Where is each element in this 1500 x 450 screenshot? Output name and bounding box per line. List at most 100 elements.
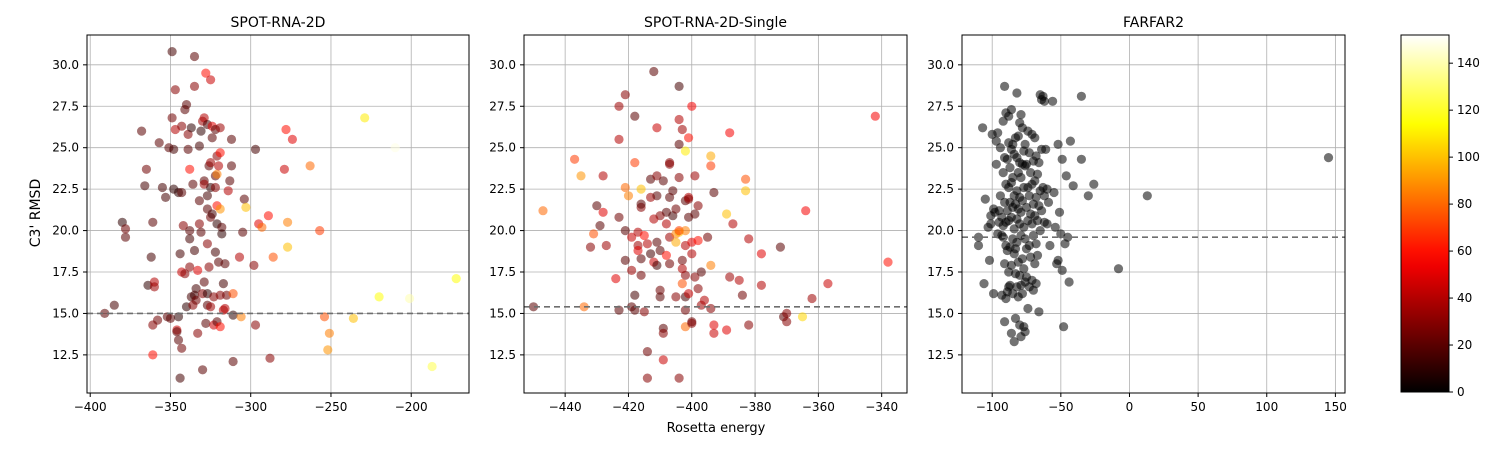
y-tick-label: 12.5 bbox=[489, 348, 516, 362]
scatter-point bbox=[186, 123, 196, 133]
scatter-point bbox=[226, 134, 237, 144]
x-tick-label: −380 bbox=[739, 400, 772, 414]
scatter-point bbox=[1039, 96, 1049, 106]
scatter-point bbox=[194, 196, 204, 206]
panel-1: −400 −350 −300 −250 −200 12.5 15.0 17.5 20.0 22.5… bbox=[52, 15, 470, 414]
scatter-point bbox=[807, 293, 817, 304]
colorbar-tick-label: 20 bbox=[1457, 338, 1472, 352]
scatter-point bbox=[1017, 196, 1027, 206]
scatter-point bbox=[693, 284, 703, 294]
scatter-point bbox=[696, 267, 706, 277]
scatter-point bbox=[1010, 313, 1021, 323]
scatter-point bbox=[196, 227, 206, 237]
scatter-point bbox=[706, 260, 716, 270]
scatter-point bbox=[234, 252, 245, 262]
scatter-point bbox=[636, 199, 646, 209]
scatter-point bbox=[1002, 154, 1012, 164]
colorbar-tick-label: 120 bbox=[1457, 103, 1480, 117]
scatter-point bbox=[1031, 239, 1041, 249]
scatter-point bbox=[538, 206, 548, 216]
scatter-point bbox=[883, 257, 893, 267]
scatter-point bbox=[570, 154, 580, 164]
scatter-point bbox=[148, 350, 158, 360]
x-tick-label: −350 bbox=[154, 400, 187, 414]
scatter-point bbox=[250, 144, 261, 154]
axes-frame bbox=[523, 34, 908, 394]
scatter-points bbox=[528, 66, 893, 383]
scatter-point bbox=[210, 182, 220, 193]
scatter-point bbox=[153, 315, 163, 325]
colorbar-gradient bbox=[1400, 34, 1450, 393]
scatter-point bbox=[305, 161, 315, 171]
y-tick-label: 27.5 bbox=[52, 99, 79, 113]
panel-3: −100 −50 0 50 100 150 12.5 15.0 17.5 20.0 22.5 25.0… bbox=[927, 15, 1347, 414]
scatter-point bbox=[185, 226, 195, 236]
scatter-point bbox=[172, 327, 182, 337]
scatter-point bbox=[215, 123, 225, 133]
scatter-point bbox=[684, 289, 694, 299]
y-axis-label: C3' RMSD bbox=[28, 179, 44, 247]
scatter-point bbox=[165, 313, 176, 323]
scatter-point bbox=[991, 159, 1001, 169]
scatter-point bbox=[201, 318, 211, 328]
axes-frame bbox=[86, 34, 470, 394]
scatter-point bbox=[1053, 255, 1063, 265]
scatter-point bbox=[180, 269, 190, 279]
scatter-point bbox=[674, 172, 684, 183]
scatter-point bbox=[201, 68, 211, 78]
scatter-point bbox=[690, 272, 700, 282]
x-tick-label: 100 bbox=[1255, 400, 1278, 414]
scatter-point bbox=[998, 168, 1008, 178]
scatter-point bbox=[623, 191, 634, 201]
scatter-point bbox=[451, 274, 461, 284]
scatter-point bbox=[185, 234, 195, 244]
scatter-point bbox=[202, 239, 212, 249]
y-tick-label: 20.0 bbox=[52, 224, 79, 238]
scatter-point bbox=[693, 235, 703, 246]
scatter-point bbox=[210, 247, 220, 257]
scatter-point bbox=[674, 114, 684, 125]
scatter-point bbox=[703, 232, 713, 242]
colorbar-tick-label: 60 bbox=[1457, 244, 1472, 258]
scatter-point bbox=[239, 194, 249, 204]
scatter-point bbox=[1042, 219, 1052, 229]
scatter-point bbox=[680, 226, 691, 236]
scatter-point bbox=[642, 347, 653, 357]
scatter-point bbox=[120, 224, 131, 234]
x-tick-label: −300 bbox=[234, 400, 267, 414]
scatter-point bbox=[1031, 192, 1041, 202]
y-tick-label: 30.0 bbox=[927, 58, 954, 72]
scatter-point bbox=[218, 279, 228, 289]
scatter-point bbox=[257, 222, 267, 232]
colorbar-tick-label: 100 bbox=[1457, 150, 1480, 164]
y-tick-label: 25.0 bbox=[489, 141, 516, 155]
scatter-point bbox=[589, 229, 599, 239]
scatter-point bbox=[797, 312, 808, 322]
scatter-point bbox=[181, 100, 192, 110]
scatter-point bbox=[228, 310, 238, 320]
scatter-point bbox=[734, 275, 744, 285]
scatter-point bbox=[639, 230, 649, 241]
x-tick-label: 50 bbox=[1190, 400, 1205, 414]
scatter-point bbox=[801, 206, 811, 216]
scatter-point bbox=[170, 85, 180, 95]
panels: −400 −350 −300 −250 −200 12.5 15.0 17.5 20.0 22.5… bbox=[52, 15, 1347, 414]
scatter-point bbox=[687, 101, 697, 111]
scatter-point bbox=[250, 320, 261, 330]
scatter-point bbox=[1016, 110, 1026, 120]
scatter-point bbox=[1031, 279, 1041, 289]
scatter-point bbox=[993, 128, 1003, 138]
scatter-point bbox=[671, 292, 681, 302]
scatter-point bbox=[598, 207, 608, 217]
scatter-point bbox=[649, 66, 659, 77]
scatter-point bbox=[154, 138, 164, 148]
scatter-point bbox=[1034, 158, 1044, 168]
scatter-point bbox=[709, 328, 719, 338]
scatter-point bbox=[1005, 280, 1015, 290]
panel-title: SPOT-RNA-2D bbox=[231, 15, 326, 31]
scatter-point bbox=[315, 226, 325, 236]
x-tick-label: 150 bbox=[1324, 400, 1347, 414]
scatter-point bbox=[140, 181, 150, 191]
scatter-point bbox=[198, 365, 208, 375]
